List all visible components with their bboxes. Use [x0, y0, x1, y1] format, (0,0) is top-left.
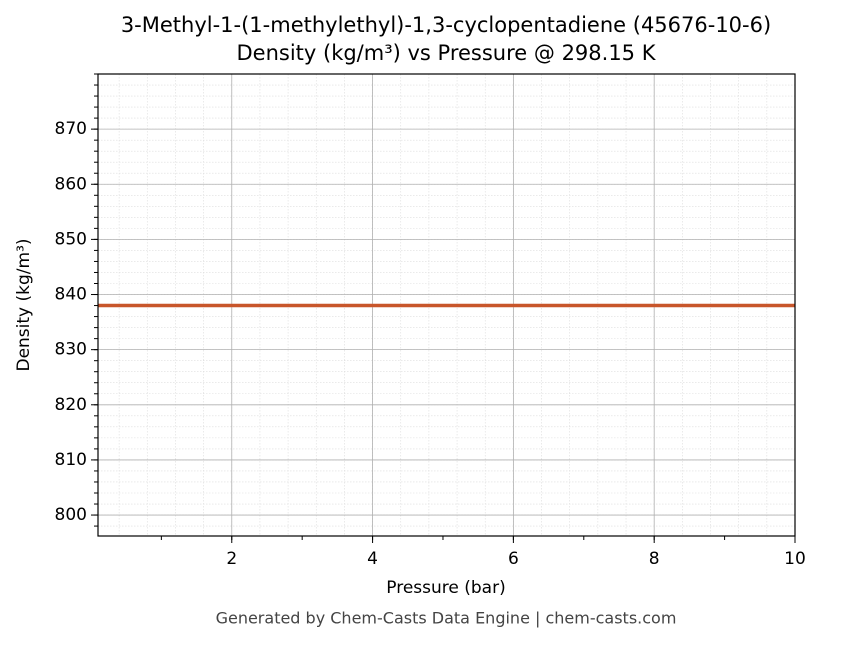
y-tick-label: 830 [55, 340, 87, 360]
x-axis-label: Pressure (bar) [386, 578, 505, 598]
y-axis-label: Density (kg/m³) [14, 238, 34, 371]
x-tick-label: 4 [367, 549, 378, 569]
x-tick-label: 10 [784, 549, 806, 569]
x-tick-label: 2 [226, 549, 237, 569]
y-tick-label: 870 [55, 119, 87, 139]
chart-subtitle: Density (kg/m³) vs Pressure @ 298.15 K [236, 41, 656, 65]
y-tick-label: 850 [55, 229, 87, 249]
chart-title: 3-Methyl-1-(1-methylethyl)-1,3-cyclopent… [121, 13, 771, 37]
y-tick-label: 800 [55, 505, 87, 525]
x-tick-label: 8 [649, 549, 660, 569]
y-tick-label: 860 [55, 174, 87, 194]
y-tick-label: 810 [55, 450, 87, 470]
x-tick-label: 6 [508, 549, 519, 569]
footer: Generated by Chem-Casts Data Engine | ch… [216, 609, 677, 628]
plot-frame [97, 73, 796, 537]
y-tick-label: 820 [55, 395, 87, 415]
y-tick-label: 840 [55, 285, 87, 305]
